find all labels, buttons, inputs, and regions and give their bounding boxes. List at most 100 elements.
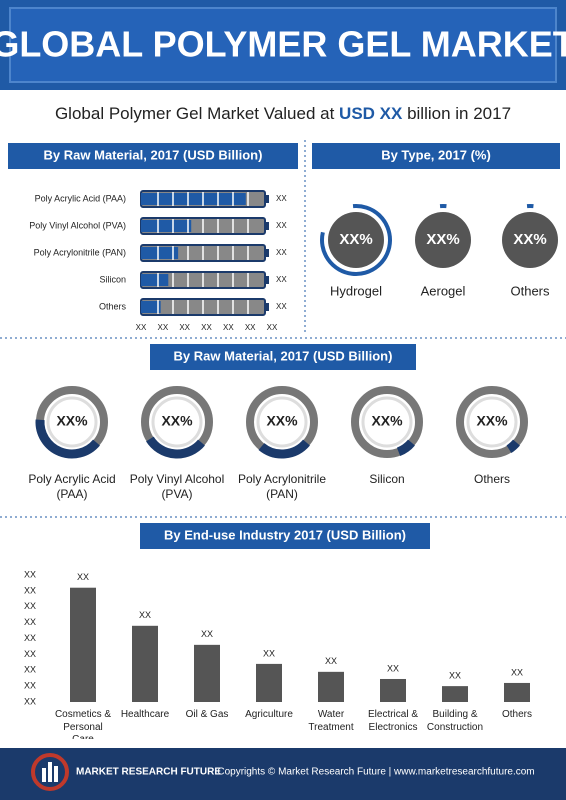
subtitle-post: billion in 2017 <box>402 104 511 123</box>
ring-arc <box>396 439 415 457</box>
section-title: By Raw Material, 2017 (USD Billion) <box>44 147 263 162</box>
value-label: XX% <box>266 413 298 429</box>
value-label: XX% <box>339 231 372 248</box>
ring-inner <box>46 396 98 448</box>
category-label: Poly Acrylonitrile (PAN) <box>34 247 126 257</box>
value-label: XX% <box>371 413 403 429</box>
value-label: XX% <box>513 231 546 248</box>
battery-tip <box>266 195 269 203</box>
bar <box>256 663 282 702</box>
value-label: XX <box>139 610 151 620</box>
ring-track <box>456 386 528 458</box>
logo <box>54 766 58 782</box>
category-label: Silicon <box>99 274 126 284</box>
x-tick-label: XX <box>267 323 278 332</box>
logo <box>48 762 52 782</box>
ring-arc <box>35 419 100 459</box>
battery-tip <box>266 303 269 311</box>
category-label: Others <box>501 709 532 720</box>
y-tick-label: XX <box>24 601 36 611</box>
ring-arc <box>258 439 310 459</box>
ring-track <box>351 386 423 458</box>
y-tick-label: XX <box>24 665 36 675</box>
category-label-box: Poly Acrylic Acid (PAA) <box>28 472 116 501</box>
value-label: XX% <box>56 413 88 429</box>
value-label: XX <box>276 221 287 230</box>
category-label: Silicon <box>369 472 405 486</box>
donut-center <box>328 212 384 268</box>
value-label: XX <box>276 194 287 203</box>
category-label-box: Oil & Gas <box>185 709 229 720</box>
category-label: Poly Acrylic Acid (PAA) <box>35 193 126 203</box>
category-label-box: Agriculture <box>245 709 293 720</box>
category-label: Aerogel <box>421 283 466 298</box>
category-label: Cosmetics & Personal Care <box>54 709 112 739</box>
category-label-box: Healthcare <box>120 709 170 720</box>
category-label: Poly Vinyl Alcohol (PVA) <box>129 472 225 501</box>
bar <box>141 301 161 313</box>
y-tick-label: XX <box>24 633 36 643</box>
section-header <box>140 523 430 549</box>
category-label: Healthcare <box>120 709 170 720</box>
value-label: XX <box>387 663 399 673</box>
battery-tip <box>266 276 269 284</box>
header-box <box>9 7 557 83</box>
category-label: Poly Acrylic Acid (PAA) <box>28 472 116 501</box>
x-tick-label: XX <box>201 323 212 332</box>
category-label-box: Others <box>501 709 532 720</box>
x-tick-label: XX <box>223 323 234 332</box>
donut-center <box>502 212 558 268</box>
bar <box>504 682 530 702</box>
y-tick-label: XX <box>24 585 36 595</box>
category-label-box: Poly Vinyl Alcohol (PVA) <box>129 472 225 501</box>
subtitle-pre: Global Polymer Gel Market Valued at <box>55 104 339 123</box>
subtitle: Global Polymer Gel Market Valued at USD … <box>55 104 511 123</box>
value-label: XX <box>276 248 287 257</box>
category-label: Poly Acrylonitrile (PAN) <box>237 472 327 501</box>
footer-copyright: Copyrights © Market Research Future | ww… <box>217 767 534 778</box>
x-tick-label: XX <box>179 323 190 332</box>
ring-arc <box>506 439 520 453</box>
category-label: Oil & Gas <box>185 709 229 720</box>
battery-tip <box>266 249 269 257</box>
category-label: Others <box>473 472 510 486</box>
value-label: XX <box>201 629 213 639</box>
value-label: XX <box>449 671 461 681</box>
category-label-box: Water Treatment <box>308 709 353 733</box>
title: GLOBAL POLYMER GEL MARKET <box>0 24 566 65</box>
value-label: XX <box>276 275 287 284</box>
x-tick-label: XX <box>245 323 256 332</box>
ring-inner <box>466 396 518 448</box>
ring-arc <box>146 436 205 459</box>
category-label: Others <box>99 301 127 311</box>
ring-inner <box>361 396 413 448</box>
donut-center <box>415 212 471 268</box>
y-tick-label: XX <box>24 569 36 579</box>
y-tick-label: XX <box>24 649 36 659</box>
bar <box>318 671 344 702</box>
logo <box>31 753 69 791</box>
category-label-box: Building & Construction <box>427 709 483 733</box>
category-label: Hydrogel <box>330 283 382 298</box>
donut-arc <box>320 204 392 276</box>
category-label-box: Others <box>473 472 510 486</box>
category-label-box: Electrical & Electronics <box>368 709 418 733</box>
bar <box>442 686 468 702</box>
section-title: By Raw Material, 2017 (USD Billion) <box>174 348 393 363</box>
bar <box>141 220 192 232</box>
bar <box>141 193 246 205</box>
bar <box>194 644 220 702</box>
bar <box>380 678 406 702</box>
footer-band <box>0 748 566 800</box>
bar <box>141 247 179 259</box>
section-header <box>150 344 416 370</box>
value-label: XX <box>276 302 287 311</box>
x-tick-label: XX <box>157 323 168 332</box>
footer-brand: MARKET RESEARCH FUTURE <box>76 767 221 778</box>
y-tick-label: XX <box>24 617 36 627</box>
value-label: XX <box>325 656 337 666</box>
bar <box>70 587 96 702</box>
category-label-box: Cosmetics & Personal Care <box>54 709 112 739</box>
